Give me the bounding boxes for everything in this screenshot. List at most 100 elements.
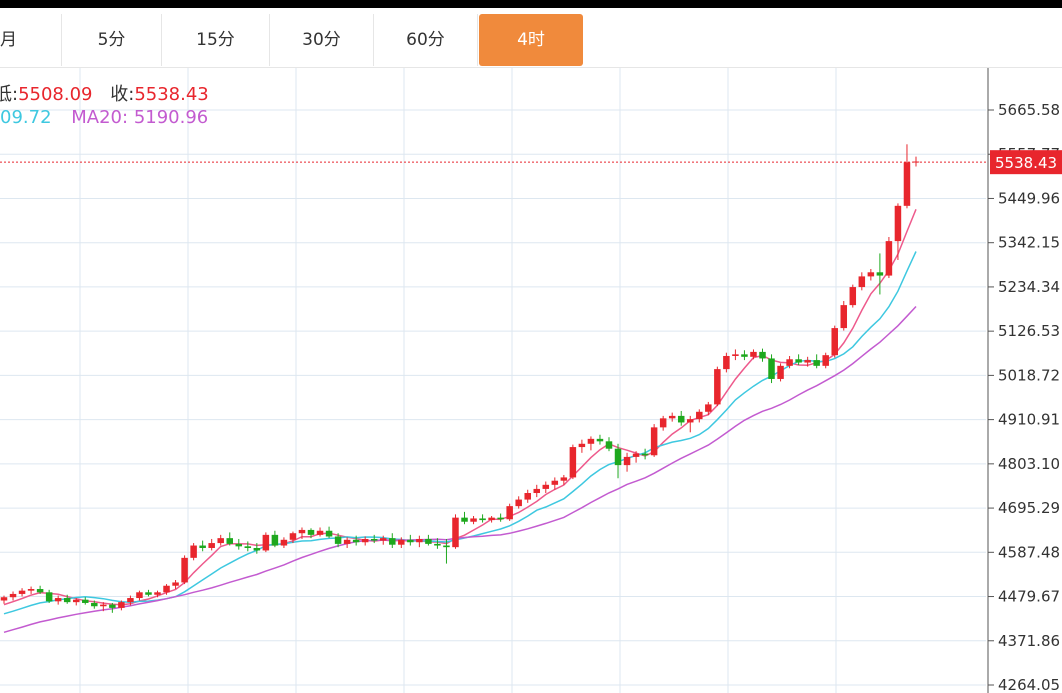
candle-body bbox=[569, 447, 577, 478]
candle-body bbox=[343, 539, 351, 544]
y-tick-label: 4479.67 bbox=[998, 588, 1060, 606]
candle-body bbox=[36, 589, 44, 593]
candle-body bbox=[497, 517, 504, 520]
candle-body bbox=[723, 355, 730, 370]
candle-body bbox=[91, 602, 98, 607]
candle-body bbox=[705, 404, 712, 412]
candle-body bbox=[434, 543, 441, 546]
candle-body bbox=[361, 538, 369, 543]
candle-body bbox=[903, 162, 911, 206]
candle-body bbox=[172, 582, 179, 586]
candle-body bbox=[750, 351, 757, 357]
candle-body bbox=[0, 597, 8, 601]
candle-body bbox=[533, 488, 541, 494]
candle-body bbox=[677, 415, 685, 423]
y-tick-label: 4587.48 bbox=[998, 543, 1060, 561]
y-tick-label: 5342.15 bbox=[998, 234, 1060, 252]
candle-body bbox=[488, 517, 495, 521]
candle-body bbox=[45, 592, 53, 602]
chart-grid bbox=[0, 68, 986, 693]
candle-body bbox=[614, 448, 622, 466]
y-tick-label: 5126.53 bbox=[998, 322, 1060, 340]
candle-body bbox=[578, 443, 586, 448]
candle-body bbox=[605, 441, 613, 449]
candle-body bbox=[515, 499, 522, 507]
candle-body bbox=[389, 538, 396, 545]
y-tick-label: 4264.05 bbox=[998, 676, 1060, 693]
ohlc-info-line: 低:5508.09 收:5538.43 bbox=[0, 80, 209, 106]
candle-body bbox=[379, 538, 387, 541]
close-value: 5538.43 bbox=[134, 84, 209, 105]
candle-body bbox=[398, 539, 405, 545]
ma20-line bbox=[3, 305, 917, 634]
last-price-tag bbox=[990, 150, 1062, 175]
candle-body bbox=[858, 276, 866, 288]
candle-body bbox=[822, 355, 829, 366]
candle-body bbox=[876, 272, 884, 276]
tab-4hour[interactable]: 4时 bbox=[479, 14, 583, 66]
candle-body bbox=[506, 506, 513, 520]
candle-body bbox=[27, 589, 35, 591]
candle-body bbox=[82, 599, 89, 603]
top-dark-strip bbox=[0, 0, 1062, 8]
candle-body bbox=[118, 602, 125, 608]
y-tick-label: 4695.29 bbox=[998, 499, 1060, 517]
candle-body bbox=[696, 411, 703, 420]
candle-body bbox=[262, 534, 270, 551]
ma10-value: 09.72 bbox=[0, 107, 52, 128]
candle-body bbox=[9, 593, 17, 598]
candle-body bbox=[551, 480, 559, 485]
tab-divider bbox=[0, 67, 1062, 68]
tab-15min[interactable]: 15分 bbox=[162, 14, 270, 66]
candle-body bbox=[560, 477, 568, 481]
candle-body bbox=[63, 598, 71, 603]
moving-average-lines bbox=[3, 209, 917, 634]
candle-body bbox=[668, 415, 676, 419]
tab-month[interactable]: 月 bbox=[0, 14, 62, 66]
candle-body bbox=[479, 518, 486, 521]
y-tick-label: 5449.96 bbox=[998, 189, 1060, 207]
candle-body bbox=[109, 604, 116, 608]
candle-body bbox=[777, 365, 784, 379]
candle-body bbox=[813, 360, 820, 366]
candle-body bbox=[217, 538, 224, 544]
tab-60min[interactable]: 60分 bbox=[374, 14, 478, 66]
candle-body bbox=[804, 360, 811, 363]
candle-body bbox=[18, 590, 26, 594]
candle-body bbox=[316, 530, 324, 535]
candle-body bbox=[596, 438, 604, 442]
candle-body bbox=[298, 529, 306, 534]
candle-body bbox=[759, 351, 766, 359]
last-price-label: 5538.43 bbox=[995, 154, 1057, 172]
candle-body bbox=[524, 493, 531, 500]
y-tick-label: 4371.86 bbox=[998, 632, 1060, 650]
candle-body bbox=[714, 369, 721, 405]
candle-body bbox=[623, 456, 631, 466]
last-price-marker: 5538.43 bbox=[0, 150, 1062, 175]
tab-30min[interactable]: 30分 bbox=[270, 14, 374, 66]
candle-body bbox=[768, 358, 775, 379]
candle-body bbox=[786, 359, 793, 366]
tab-5min[interactable]: 5分 bbox=[62, 14, 162, 66]
candle-body bbox=[840, 305, 848, 329]
candle-body bbox=[894, 205, 902, 242]
candle-body bbox=[641, 453, 649, 456]
ma10-line bbox=[3, 251, 917, 615]
candle-body bbox=[154, 592, 161, 595]
candle-body bbox=[163, 585, 170, 593]
candle-body bbox=[307, 529, 315, 535]
low-value: 5508.09 bbox=[18, 84, 93, 105]
y-tick-label: 4803.10 bbox=[998, 455, 1060, 473]
close-label: 收: bbox=[110, 84, 135, 105]
candle-body bbox=[650, 427, 658, 456]
candle-body bbox=[226, 538, 233, 544]
candle-body bbox=[632, 453, 640, 457]
candle-body bbox=[271, 534, 279, 546]
low-label: 低: bbox=[0, 84, 19, 105]
ma-info-line: 09.72 MA20: 5190.96 bbox=[0, 107, 208, 128]
candle-body bbox=[885, 241, 893, 276]
candle-body bbox=[370, 538, 378, 541]
candle-body bbox=[407, 539, 414, 543]
candle-body bbox=[145, 592, 152, 595]
candle-body bbox=[425, 538, 432, 544]
